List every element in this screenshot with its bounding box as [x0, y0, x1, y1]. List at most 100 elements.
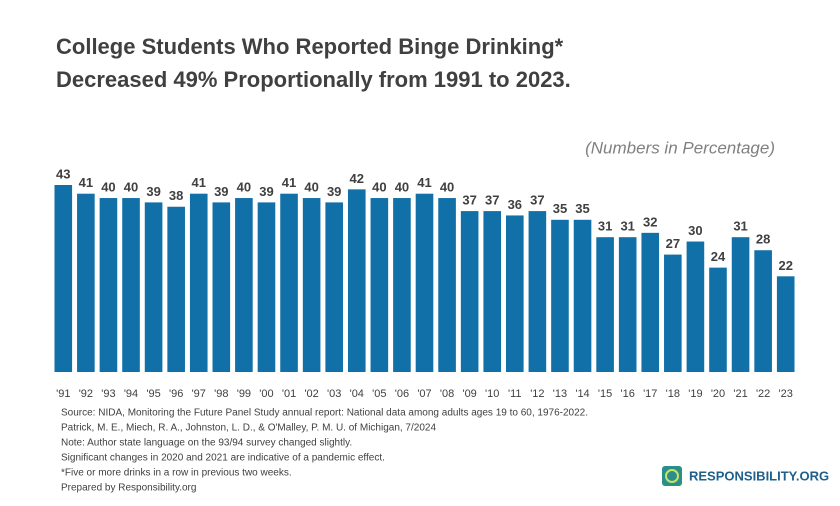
x-tick-label: '23 — [779, 388, 793, 400]
x-tick-label: '12 — [530, 388, 544, 400]
bar — [438, 198, 456, 372]
x-tick-label: '08 — [440, 388, 454, 400]
x-tick-label: '22 — [756, 388, 770, 400]
bar — [551, 219, 569, 372]
logo-icon — [665, 469, 679, 483]
x-tick-label: '04 — [350, 388, 364, 400]
value-label: 41 — [417, 175, 431, 190]
value-label: 31 — [620, 219, 634, 234]
value-label: 28 — [756, 232, 770, 247]
bar — [257, 202, 276, 372]
value-label: 31 — [598, 219, 612, 234]
bar — [122, 198, 140, 372]
x-tick-label: '10 — [485, 388, 499, 400]
bar — [483, 211, 502, 372]
value-label: 31 — [733, 219, 747, 234]
subtitle: (Numbers in Percentage) — [585, 138, 775, 157]
bar — [99, 198, 118, 372]
value-label: 43 — [56, 166, 70, 181]
value-label: 39 — [146, 184, 160, 199]
x-tick-label: '16 — [621, 388, 635, 400]
value-label: 36 — [508, 197, 522, 212]
x-tick-label: '13 — [553, 388, 567, 400]
value-label: 41 — [79, 175, 93, 190]
bar — [664, 254, 682, 372]
bar — [325, 202, 344, 372]
value-label: 40 — [395, 179, 409, 194]
bar — [686, 241, 705, 372]
value-label: 27 — [666, 236, 680, 251]
x-tick-label: '94 — [124, 388, 138, 400]
x-tick-label: '03 — [327, 388, 341, 400]
x-tick-label: '97 — [192, 388, 206, 400]
bar — [641, 232, 660, 372]
value-label: 40 — [440, 179, 454, 194]
x-tick-label: '99 — [237, 388, 251, 400]
bar — [280, 193, 298, 372]
value-label: 41 — [192, 175, 206, 190]
bar — [596, 237, 614, 372]
footnote: Source: NIDA, Monitoring the Future Pane… — [61, 408, 588, 419]
x-tick-label: '92 — [79, 388, 93, 400]
value-label: 32 — [643, 214, 657, 229]
chart-title: Decreased 49% Proportionally from 1991 t… — [56, 67, 571, 92]
bar — [505, 215, 524, 372]
footnote: Note: Author state language on the 93/94… — [61, 438, 352, 449]
bar — [393, 198, 411, 372]
bar — [347, 189, 366, 372]
value-label: 37 — [462, 193, 476, 208]
x-tick-label: '21 — [733, 388, 747, 400]
logo: RESPONSIBILITY.ORG — [662, 466, 829, 486]
chart-title: College Students Who Reported Binge Drin… — [56, 34, 564, 59]
logo-icon — [662, 466, 682, 486]
value-label: 40 — [372, 179, 386, 194]
value-label: 40 — [124, 179, 138, 194]
x-tick-label: '05 — [372, 388, 386, 400]
x-tick-label: '15 — [598, 388, 612, 400]
x-tick-label: '96 — [169, 388, 183, 400]
x-tick-label: '18 — [666, 388, 680, 400]
value-label: 42 — [350, 171, 364, 186]
footnote: Significant changes in 2020 and 2021 are… — [61, 453, 385, 464]
x-tick-label: '07 — [417, 388, 431, 400]
bar — [189, 193, 208, 372]
value-label: 35 — [553, 201, 567, 216]
x-tick-label: '20 — [711, 388, 725, 400]
x-tick-label: '09 — [462, 388, 476, 400]
x-tick-label: '19 — [688, 388, 702, 400]
x-tick-label: '98 — [214, 388, 228, 400]
bar — [709, 267, 727, 372]
value-label: 37 — [485, 193, 499, 208]
value-label: 24 — [711, 249, 726, 264]
bar — [573, 219, 592, 372]
value-label: 30 — [688, 223, 702, 238]
value-label: 37 — [530, 193, 544, 208]
footnote: Patrick, M. E., Miech, R. A., Johnston, … — [61, 423, 436, 434]
value-label: 35 — [575, 201, 589, 216]
bar — [235, 198, 253, 372]
bar — [77, 193, 95, 372]
value-label: 41 — [282, 175, 296, 190]
bar — [776, 276, 795, 372]
x-tick-label: '95 — [146, 388, 160, 400]
x-tick-label: '02 — [304, 388, 318, 400]
x-tick-label: '00 — [259, 388, 273, 400]
x-tick-label: '93 — [101, 388, 115, 400]
bar — [302, 198, 321, 372]
logo-text: RESPONSIBILITY.ORG — [689, 468, 829, 483]
x-tick-label: '06 — [395, 388, 409, 400]
value-label: 22 — [778, 258, 792, 273]
bar — [212, 202, 231, 372]
value-label: 39 — [214, 184, 228, 199]
bar — [460, 211, 479, 372]
bar — [370, 198, 389, 372]
x-tick-label: '01 — [282, 388, 296, 400]
x-tick-label: '17 — [643, 388, 657, 400]
bar — [618, 237, 637, 372]
value-label: 39 — [259, 184, 273, 199]
bar — [731, 237, 750, 372]
value-label: 39 — [327, 184, 341, 199]
x-tick-label: '11 — [508, 388, 522, 400]
bar — [415, 193, 434, 372]
